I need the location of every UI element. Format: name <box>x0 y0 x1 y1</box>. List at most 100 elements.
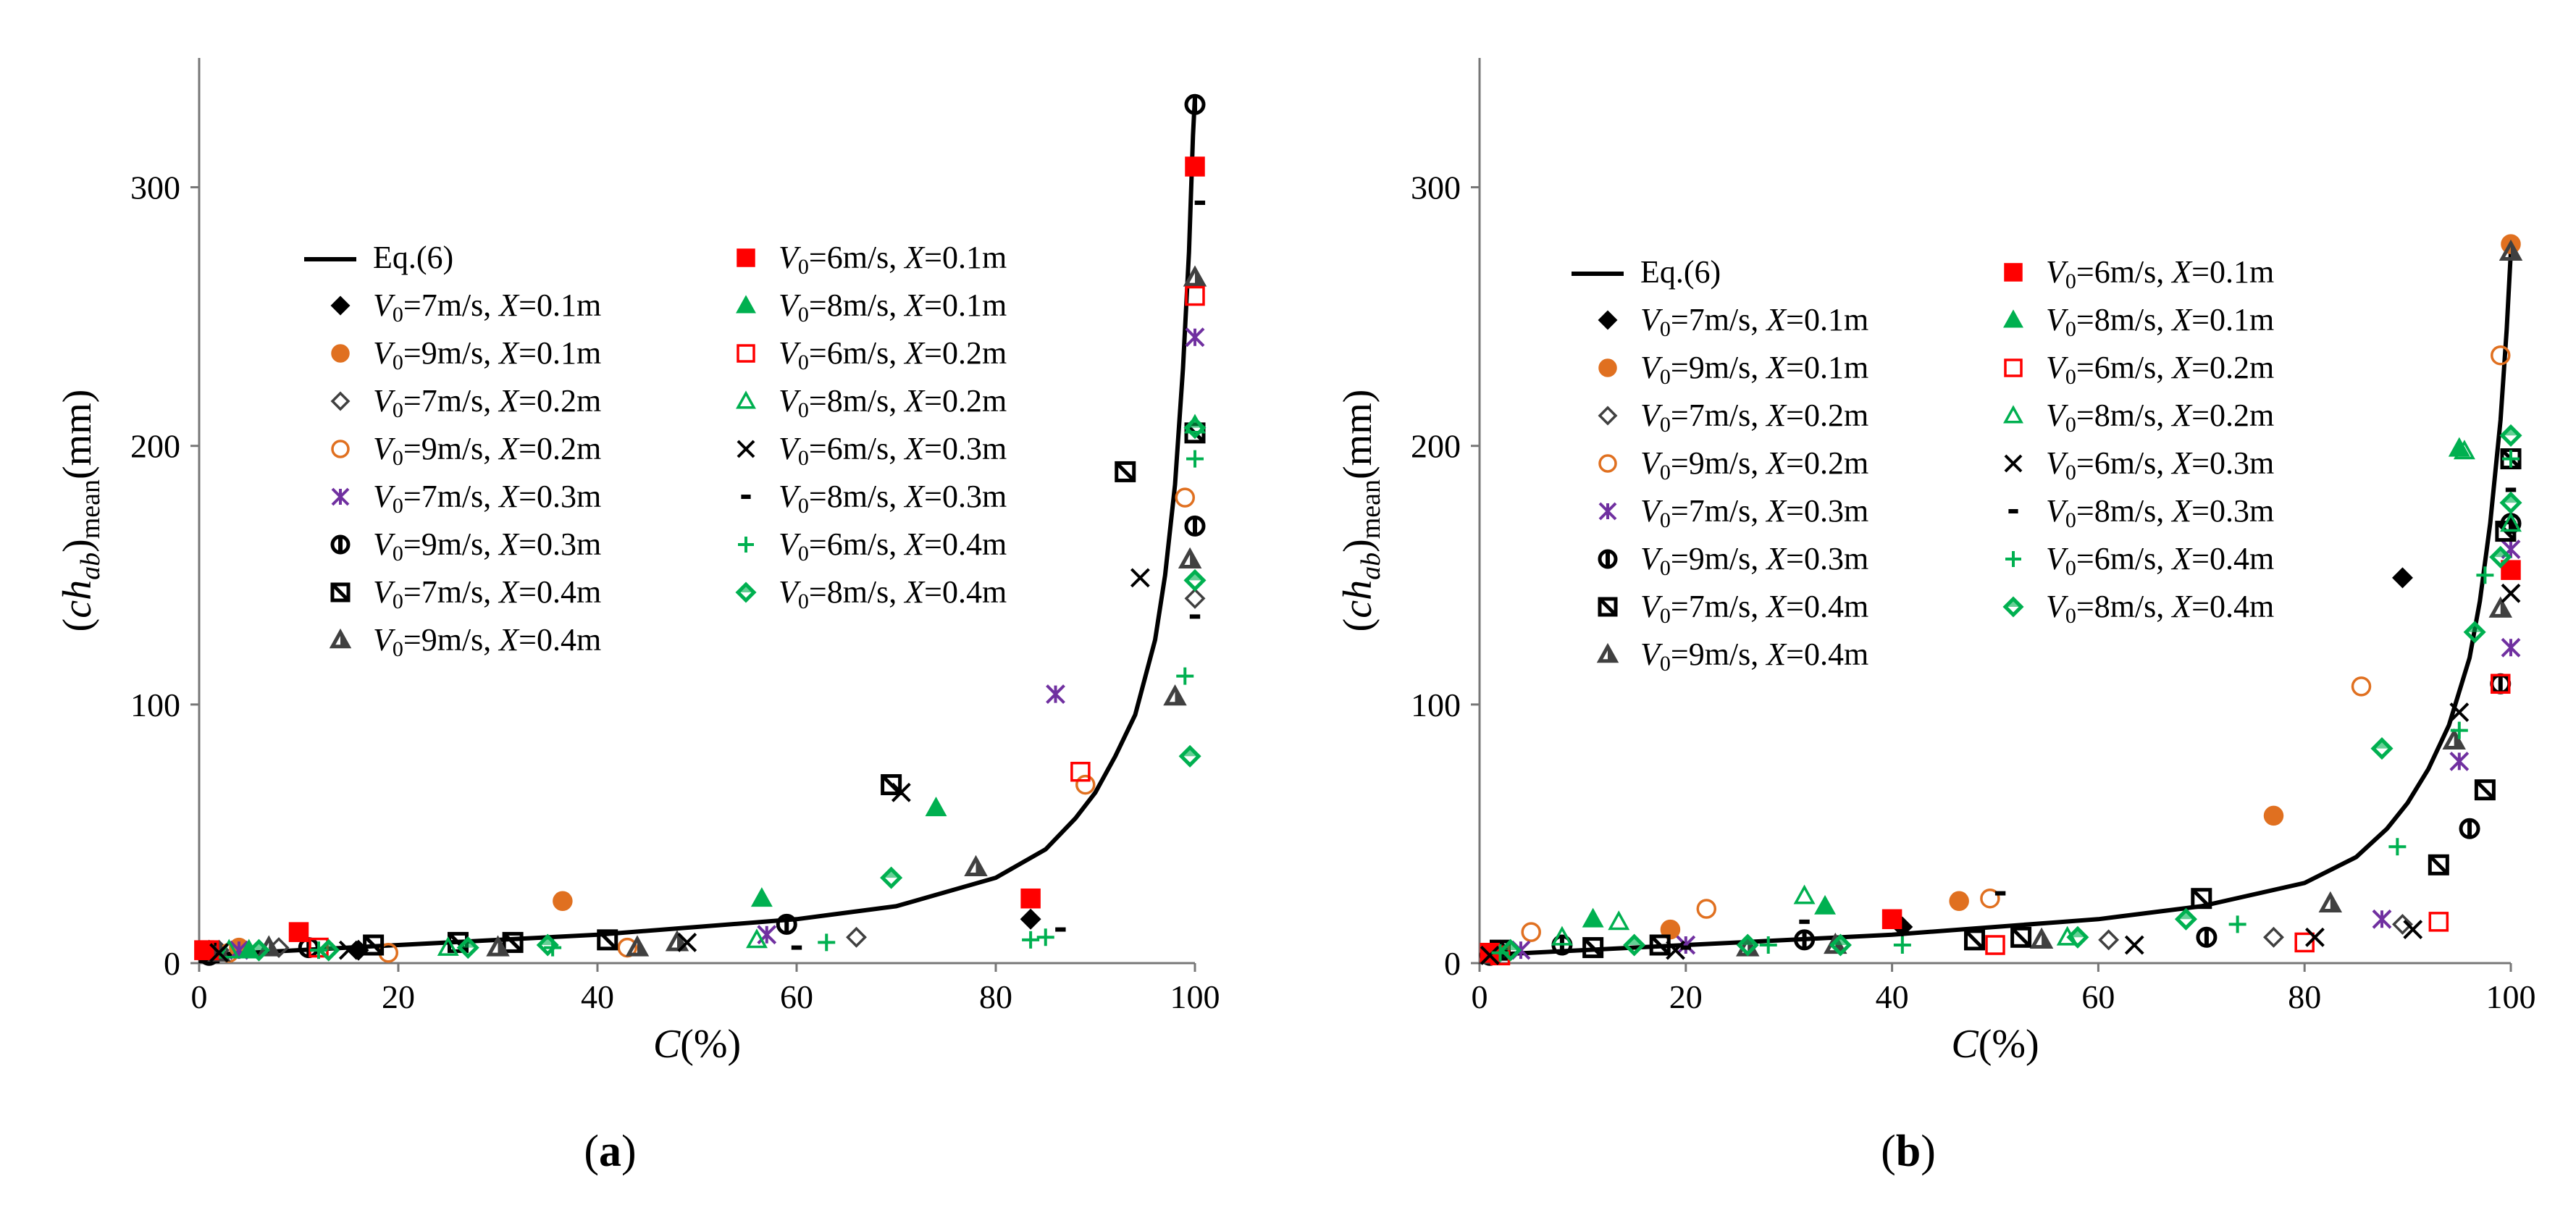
data-point <box>925 797 947 817</box>
legend-marker <box>1598 597 1618 617</box>
data-point <box>2449 702 2470 722</box>
data-point <box>1020 908 1041 930</box>
data-point <box>1184 93 1206 115</box>
data-point <box>1582 907 1604 928</box>
data-point <box>2450 721 2468 739</box>
chart-panel-b: 0 20 40 60 80 100 0 100 200 300 C(%) (chab)mean(mm)… <box>1335 58 2536 1176</box>
x-tick-label: 60 <box>2081 978 2115 1015</box>
legend-label: Eq.(6) <box>373 240 453 275</box>
data-point <box>2505 487 2517 492</box>
data-point <box>288 922 309 942</box>
data-point <box>1666 940 1685 960</box>
legend-label: V0=9m/s, X=0.1m <box>1640 350 1868 389</box>
data-point <box>1185 327 1205 348</box>
data-point <box>1130 568 1150 588</box>
legend-label: V0=9m/s, X=0.4m <box>373 622 601 661</box>
fit-curve-line <box>198 96 1197 958</box>
data-point <box>750 887 773 907</box>
legend-entry: V0=6m/s, X=0.4m <box>2005 541 2274 580</box>
data-point <box>1829 933 1852 957</box>
data-point <box>1521 922 1541 942</box>
data-point <box>2428 912 2449 932</box>
legend-entry: V0=9m/s, X=0.4m <box>329 622 601 661</box>
data-point <box>2029 927 2054 949</box>
legend-marker <box>1598 310 1618 330</box>
data-point <box>1499 939 1522 962</box>
legend-marker <box>737 248 755 267</box>
data-point <box>2463 621 2486 644</box>
data-point <box>2501 560 2521 580</box>
legend-entry: V0=6m/s, X=0.3m <box>737 431 1007 470</box>
legend-entry: V0=6m/s, X=0.1m <box>2004 254 2274 293</box>
legend-label: V0=9m/s, X=0.3m <box>1640 541 1868 580</box>
data-point <box>746 928 768 949</box>
data-point <box>1185 285 1205 306</box>
data-point <box>1623 933 1646 957</box>
data-point <box>1582 937 1604 959</box>
legend: Eq.(6) V0=7m/s, X=0.1m V0=9m/s, X=0.1m V0=7… <box>1572 254 2274 676</box>
legend-entry: V0=8m/s, X=0.2m <box>736 383 1007 422</box>
legend-marker <box>331 344 350 363</box>
y-axis-label: (chab)mean(mm) <box>1335 390 1386 632</box>
data-point <box>818 933 836 952</box>
legend-label: V0=9m/s, X=0.3m <box>373 526 601 566</box>
data-point <box>2392 913 2413 935</box>
legend-entry: V0=7m/s, X=0.4m <box>330 574 601 613</box>
data-point <box>1070 761 1091 782</box>
x-tick-label: 80 <box>979 978 1012 1015</box>
data-point <box>1696 899 1717 919</box>
legend-label: V0=6m/s, X=0.2m <box>779 335 1007 374</box>
legend-label: V0=7m/s, X=0.4m <box>373 574 601 613</box>
data-point <box>2453 440 2475 460</box>
data-point <box>2196 926 2218 948</box>
legend-entry: V0=9m/s, X=0.2m <box>1598 445 1868 484</box>
y-axis-label: (chab)mean(mm) <box>55 390 106 632</box>
legend-label: V0=6m/s, X=0.2m <box>2046 350 2274 389</box>
data-point <box>757 925 777 945</box>
data-point <box>1964 929 1986 951</box>
data-point <box>2476 566 2494 584</box>
legend-entry: V0=9m/s, X=0.2m <box>331 431 601 470</box>
data-point <box>2174 907 2197 931</box>
legend-marker <box>737 344 755 363</box>
data-point <box>2403 920 2423 939</box>
data-point <box>1176 667 1194 685</box>
data-point <box>317 939 340 962</box>
data-point <box>2305 927 2325 947</box>
data-point <box>881 774 902 796</box>
data-point <box>2066 925 2089 949</box>
legend: Eq.(6) V0=7m/s, X=0.1m V0=9m/s, X=0.1m V0=7… <box>304 240 1007 661</box>
data-point <box>2388 838 2407 856</box>
legend-entry: V0=7m/s, X=0.2m <box>1598 398 1868 437</box>
data-point <box>891 782 911 802</box>
legend-marker <box>2003 405 2023 424</box>
legend-marker <box>1598 358 1617 377</box>
data-point <box>2010 926 2032 948</box>
legend-entry: V0=7m/s, X=0.4m <box>1598 589 1868 628</box>
legend-marker <box>330 534 351 555</box>
data-point <box>1676 935 1696 955</box>
data-point <box>536 933 559 957</box>
data-point <box>2474 779 2496 801</box>
legend-marker <box>331 440 350 458</box>
x-tick-label: 100 <box>2486 978 2536 1015</box>
legend-label: V0=7m/s, X=0.2m <box>373 383 601 422</box>
legend-entry: V0=7m/s, X=0.1m <box>1598 302 1868 341</box>
legend-entry: V0=9m/s, X=0.1m <box>331 335 601 374</box>
legend-marker <box>1596 642 1619 663</box>
legend-label: V0=6m/s, X=0.4m <box>2046 541 2274 580</box>
x-tick-label: 20 <box>382 978 415 1015</box>
data-point <box>502 931 524 953</box>
legend-marker <box>2004 358 2023 377</box>
legend-entry: V0=8m/s, X=0.1m <box>736 287 1007 327</box>
data-point <box>1183 265 1207 287</box>
chart-panel-a: 0 20 40 60 80 100 0 100 200 300 C(%) (chab)mean(mm)… <box>55 58 1220 1176</box>
legend-label: V0=8m/s, X=0.3m <box>2046 493 2274 532</box>
legend-marker <box>736 390 756 409</box>
legend-label: V0=8m/s, X=0.1m <box>2046 302 2274 341</box>
data-point <box>1183 568 1207 592</box>
y-tick-label: 0 <box>164 945 180 982</box>
data-point <box>2489 545 2512 568</box>
data-point <box>553 891 573 912</box>
